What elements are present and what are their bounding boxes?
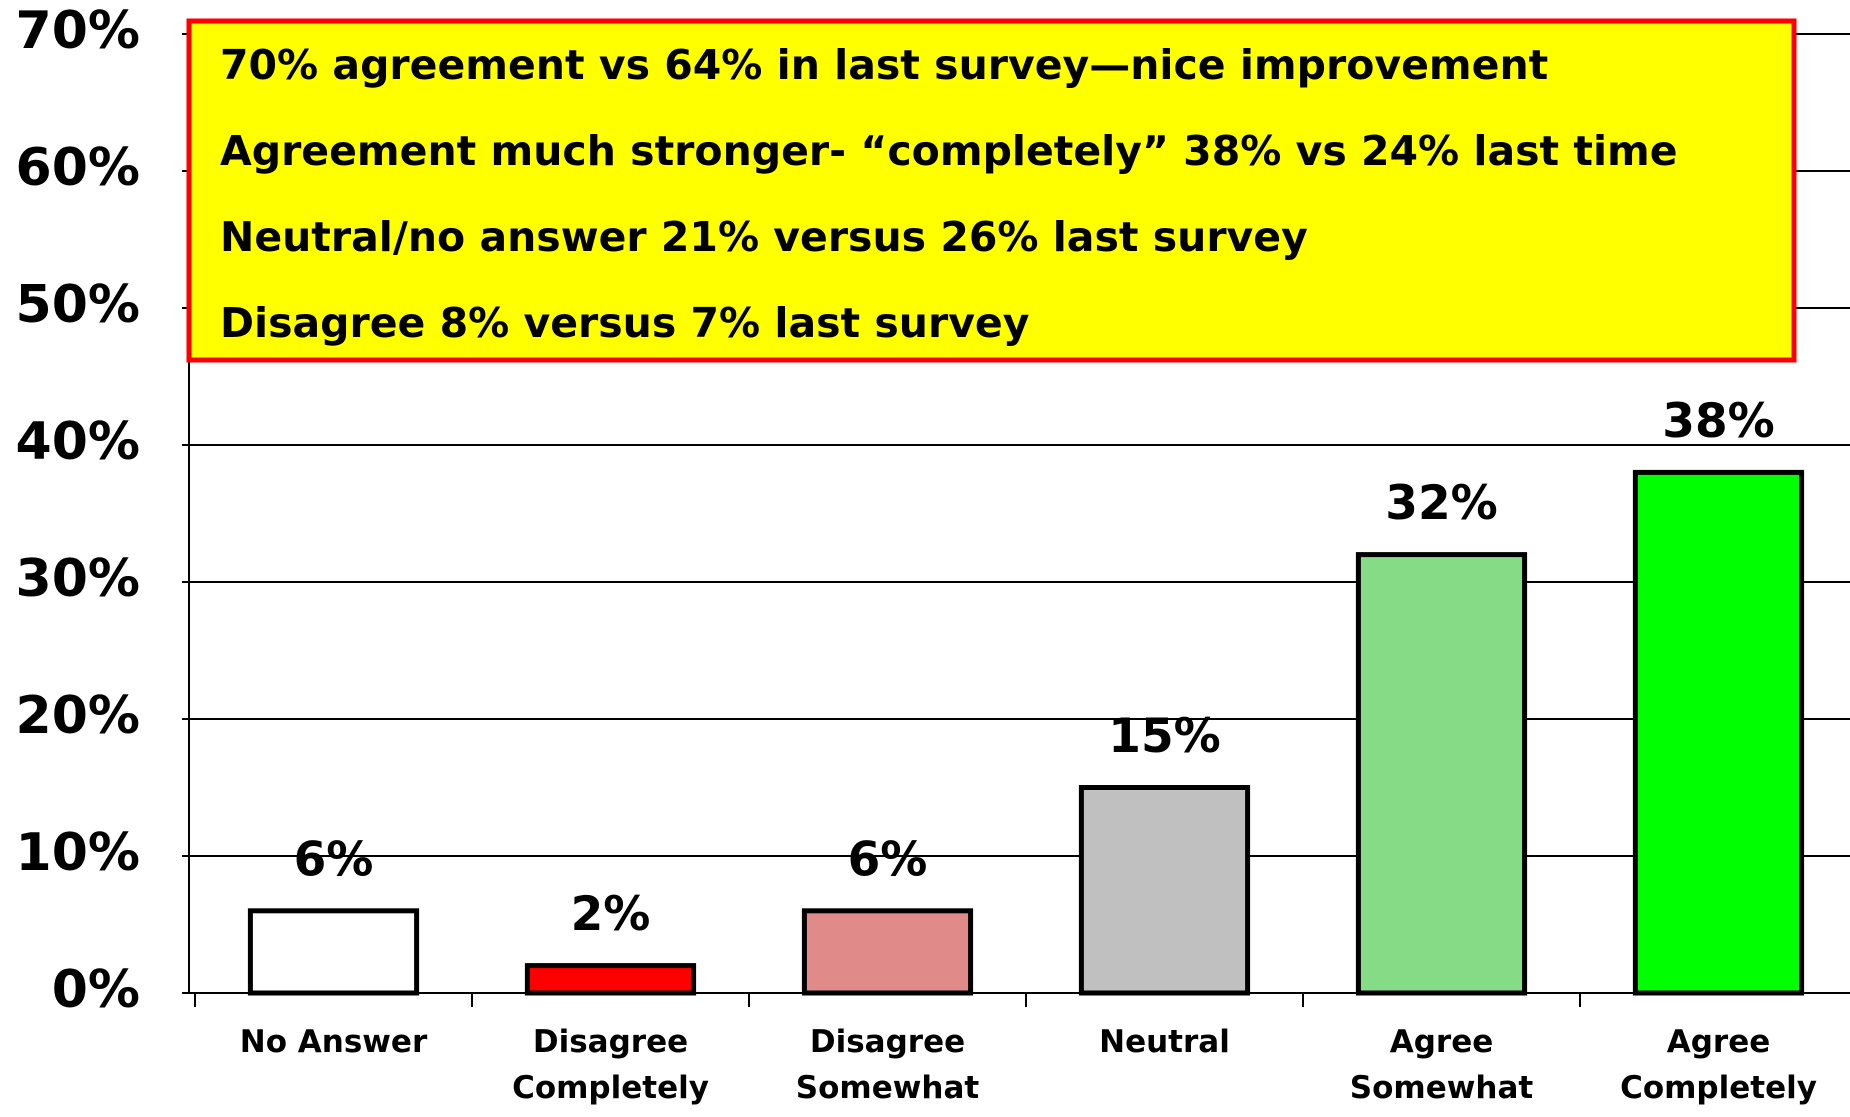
data-label: 2% xyxy=(571,887,651,942)
data-label: 15% xyxy=(1108,709,1221,764)
data-label: 6% xyxy=(294,832,374,887)
data-label: 6% xyxy=(848,832,928,887)
annotation: Disagree 8% versus 7% last survey xyxy=(220,299,1029,347)
x-tick-label: Agree Somewhat xyxy=(1349,1024,1534,1106)
y-tick-label: 20% xyxy=(16,686,140,746)
y-tick-label: 60% xyxy=(16,138,140,198)
x-tick-label: Agree Completely xyxy=(1620,1024,1817,1106)
bar xyxy=(1355,552,1528,996)
y-tick-label: 50% xyxy=(16,275,140,335)
bar xyxy=(1632,469,1805,996)
bar xyxy=(1078,785,1251,996)
data-label: 32% xyxy=(1385,476,1498,531)
y-tick-label: 10% xyxy=(16,823,140,883)
x-tick-label: No Answer xyxy=(239,1024,428,1060)
bar xyxy=(247,908,420,996)
y-tick-label: 30% xyxy=(16,549,140,609)
data-label: 38% xyxy=(1662,394,1775,449)
y-tick-label: 40% xyxy=(16,412,140,472)
y-tick-label: 0% xyxy=(52,960,140,1020)
y-tick-label: 70% xyxy=(16,1,140,61)
bar xyxy=(801,908,974,996)
annotation: Neutral/no answer 21% versus 26% last su… xyxy=(220,213,1308,261)
annotation-box xyxy=(186,18,1797,363)
annotation: Agreement much stronger- “completely” 38… xyxy=(220,127,1678,175)
annotation: 70% agreement vs 64% in last survey—nice… xyxy=(220,41,1548,89)
bar xyxy=(524,963,697,996)
x-tick-label: Disagree Somewhat xyxy=(795,1024,980,1106)
x-tick-label: Neutral xyxy=(1099,1024,1230,1060)
x-tick-label: Disagree Completely xyxy=(512,1024,709,1106)
